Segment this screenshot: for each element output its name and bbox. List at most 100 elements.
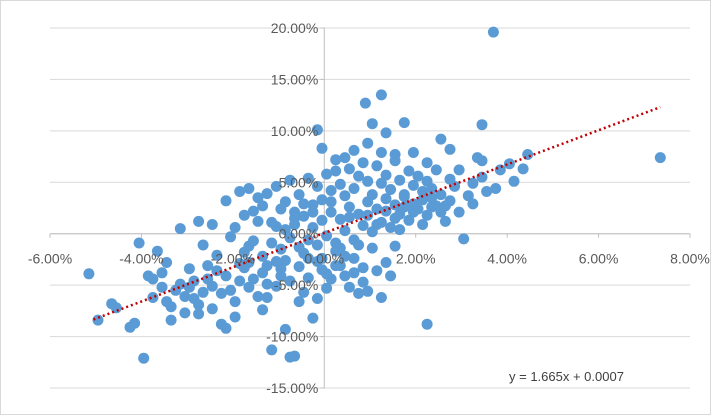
data-point [302,172,314,184]
data-point [490,183,502,194]
data-point [197,239,209,251]
data-point [362,209,374,221]
data-point [229,311,241,323]
data-point [247,235,259,247]
data-point [385,222,397,233]
data-point [220,195,232,207]
data-point [270,180,282,192]
data-point [362,175,374,187]
data-point [307,199,319,211]
data-point [380,193,392,205]
x-tick-label: 6.00% [579,251,619,267]
data-point [435,206,447,218]
data-point [449,180,461,192]
data-point [321,268,333,280]
data-point [188,275,200,287]
data-point [293,189,305,201]
y-tick-label: -10.00% [266,329,318,345]
data-point [293,296,305,308]
data-point [298,198,310,210]
data-point [439,215,451,227]
data-point [321,168,333,180]
data-point [453,206,465,218]
data-point [220,270,232,282]
data-point [503,158,515,170]
data-point [362,196,374,208]
data-point [92,314,104,326]
data-point [398,117,410,129]
data-point [353,170,365,182]
data-point [229,296,241,308]
data-point [289,219,301,230]
data-point [211,265,223,277]
data-point [133,237,145,249]
data-point [174,223,186,235]
data-point [435,189,447,201]
x-axis-tick-labels: -6.00% -4.00% -2.00% 0.00% 2.00% 4.00% 6.00% 8.… [28,251,710,267]
trendline-equation: y = 1.665x + 0.0007 [509,369,624,384]
data-point [453,164,465,176]
data-point [426,192,438,204]
data-point [234,186,246,197]
data-point [412,170,424,182]
data-point [147,292,159,303]
x-tick-label: 0.00% [304,251,344,267]
data-point [353,208,365,220]
data-point [357,220,369,231]
data-point [476,119,488,131]
data-point [284,275,296,287]
data-point [353,239,365,251]
data-point [339,190,351,202]
data-point [243,183,255,194]
data-point [138,352,150,364]
data-point [348,267,360,279]
data-point [193,215,205,227]
data-point [339,152,351,164]
data-point [151,245,163,257]
data-point [334,178,346,190]
data-point [321,230,333,242]
data-point [330,165,342,177]
data-point [359,97,371,109]
data-point [298,210,310,222]
x-tick-label: -6.00% [28,251,72,267]
data-point [339,225,351,237]
data-point [165,314,177,326]
x-tick-label: 8.00% [670,251,710,267]
data-point [161,296,173,308]
data-point [247,273,259,285]
data-point [371,219,383,230]
x-tick-label: -2.00% [211,251,255,267]
data-point [339,270,351,282]
data-point [325,185,337,196]
data-point [398,191,410,203]
y-tick-label: 15.00% [271,71,318,87]
data-point [362,137,374,149]
y-tick-label: 0.00% [279,226,319,242]
data-point [375,89,387,101]
data-point [275,263,287,275]
data-point [206,219,218,230]
data-point [325,206,337,218]
data-point [407,179,419,191]
data-point [389,212,401,224]
data-point [206,280,218,292]
axes [49,27,691,389]
data-point [234,275,246,287]
data-point [385,270,397,282]
data-point [394,174,406,186]
data-point [298,286,310,298]
data-point [266,344,278,356]
data-point [375,177,387,189]
data-point [330,260,342,272]
data-point [266,237,278,249]
data-point [407,147,419,158]
data-point [238,209,250,221]
data-point [353,287,365,299]
data-point [343,163,355,175]
data-point [339,250,351,262]
data-point [330,154,342,166]
data-point [252,192,264,204]
data-point [279,224,291,236]
data-point [462,190,474,202]
